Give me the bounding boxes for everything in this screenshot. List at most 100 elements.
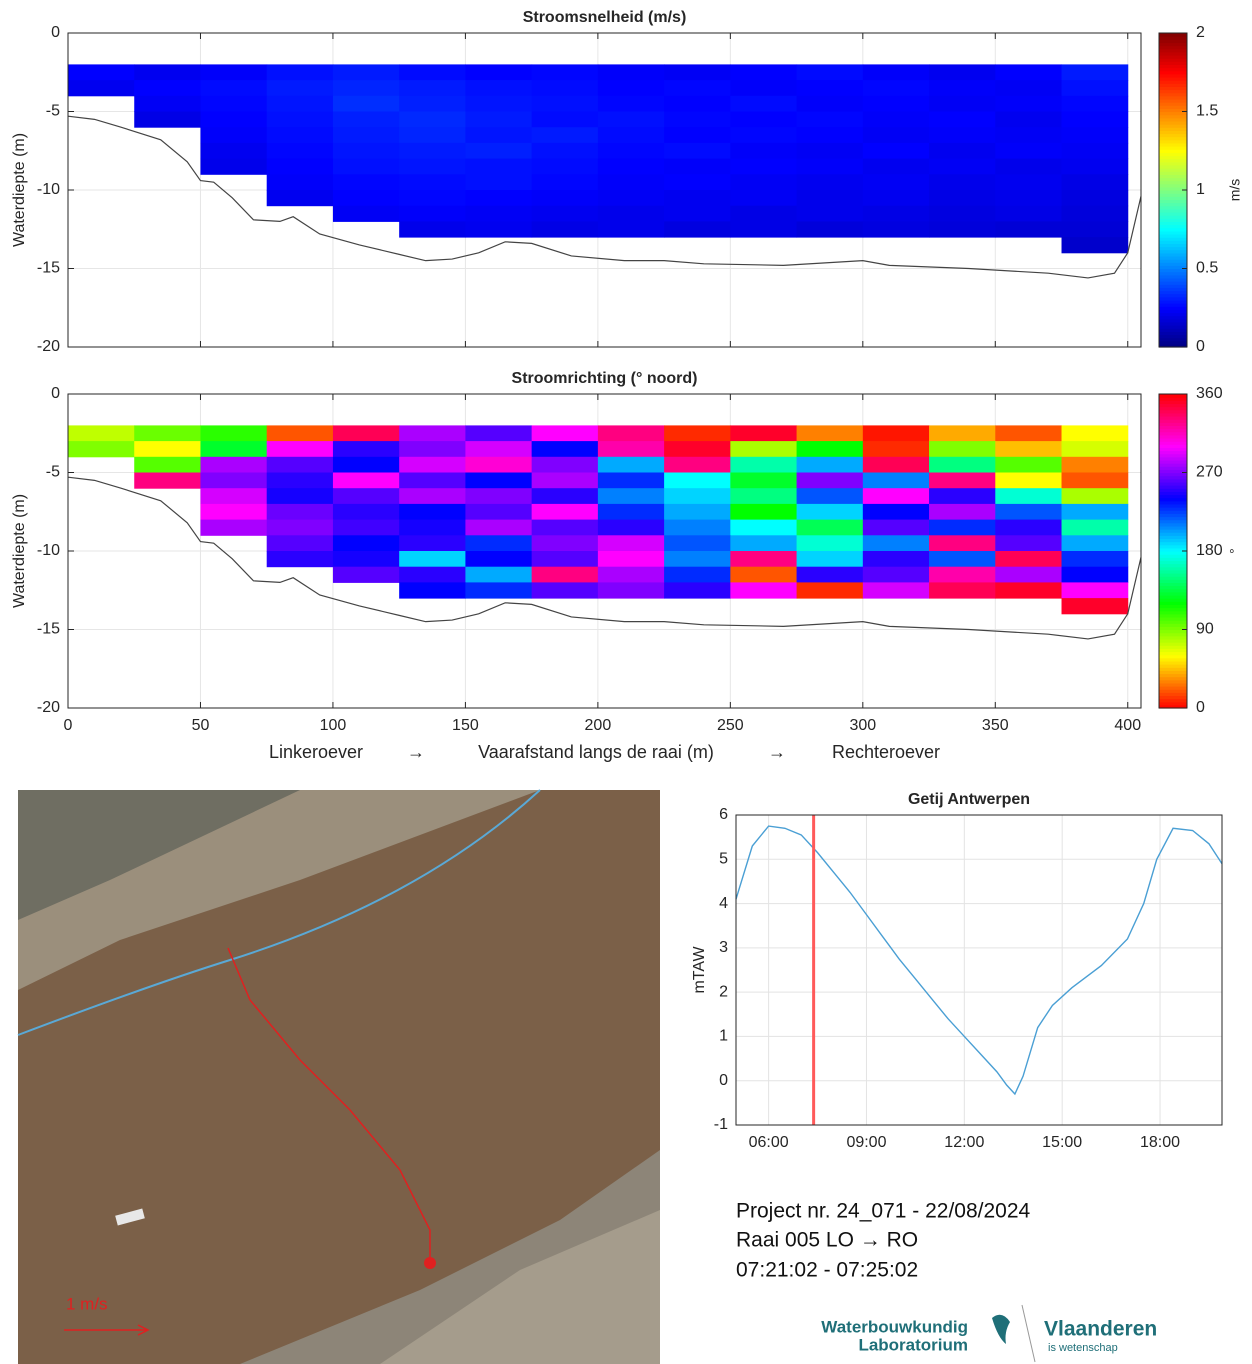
heat-cell <box>796 221 864 238</box>
colorbar-step <box>1159 124 1187 128</box>
colorbar-step <box>1159 409 1187 414</box>
colorbar-step <box>1159 164 1187 169</box>
colorbar-step <box>1159 284 1187 288</box>
heat-cell <box>796 441 864 458</box>
colorbar-step <box>1159 616 1187 621</box>
colorbar-step <box>1159 657 1187 662</box>
heat-cell <box>1061 535 1129 552</box>
heat-cell <box>465 456 533 473</box>
y-tick-label: -5 <box>46 464 60 481</box>
heat-cell <box>796 158 864 175</box>
colorbar-step <box>1159 218 1187 222</box>
colorbar-step <box>1159 607 1187 612</box>
heat-cell <box>796 142 864 160</box>
colorbar-step <box>1159 290 1187 295</box>
colorbar-step <box>1159 262 1187 266</box>
heat-cell <box>929 582 996 599</box>
heat-cell <box>664 190 731 207</box>
colorbar-step <box>1159 146 1187 150</box>
heat-cell <box>862 95 930 112</box>
heat-cell <box>332 174 400 191</box>
heat-cell <box>929 190 996 207</box>
heat-cell <box>399 488 466 505</box>
heat-cell <box>332 425 400 442</box>
heat-cell <box>332 519 400 536</box>
heat-cell <box>664 425 731 442</box>
colorbar-step <box>1159 190 1187 194</box>
heat-cell <box>995 190 1063 207</box>
heat-cell <box>995 425 1063 442</box>
heat-cell <box>929 503 996 521</box>
x-tick-label: 12:00 <box>944 1134 984 1151</box>
colorbar-step <box>1159 202 1187 207</box>
x-axis-label: Linkeroever <box>269 742 363 762</box>
heat-cell <box>597 488 665 505</box>
heat-cell <box>266 535 334 552</box>
heat-cell <box>929 456 996 473</box>
colorbar-step <box>1159 569 1187 574</box>
colorbar-step <box>1159 463 1187 467</box>
colorbar-step <box>1159 233 1187 238</box>
heat-cell <box>399 80 466 97</box>
heat-cell <box>929 205 996 222</box>
heat-cell <box>134 441 201 458</box>
colorbar-step <box>1159 149 1187 153</box>
heat-cell <box>730 441 798 458</box>
colorbar-step <box>1159 491 1187 496</box>
colorbar-step <box>1159 698 1187 703</box>
colorbar-step <box>1159 89 1187 94</box>
heat-cell <box>531 519 599 536</box>
heat-cell <box>730 80 798 97</box>
colorbar-step <box>1159 36 1187 40</box>
colorbar-step <box>1159 117 1187 122</box>
heat-cell <box>597 503 665 521</box>
heat-cell <box>531 582 599 599</box>
colorbar-label: m/s <box>1227 179 1243 202</box>
heat-cell <box>597 127 665 144</box>
y-tick-label: -10 <box>37 181 60 198</box>
heat-cell <box>1061 64 1129 81</box>
heat-cell <box>796 456 864 473</box>
heat-cell <box>929 64 996 81</box>
colorbar-step <box>1159 111 1187 116</box>
colorbar-step <box>1159 541 1187 546</box>
colorbar-tick-label: 2 <box>1196 24 1205 41</box>
colorbar-step <box>1159 585 1187 590</box>
info-line: Project nr. 24_071 - 22/08/2024 <box>736 1200 1031 1223</box>
colorbar-step <box>1159 186 1187 191</box>
heat-cell <box>730 142 798 160</box>
heat-cell <box>266 488 334 505</box>
colorbar-step <box>1159 303 1187 307</box>
heat-cell <box>531 142 599 160</box>
heat-cell <box>531 221 599 238</box>
colorbar-step <box>1159 67 1187 72</box>
heat-cell <box>995 158 1063 175</box>
heat-cell <box>597 472 665 489</box>
heat-cell <box>730 205 798 222</box>
colorbar-step <box>1159 519 1187 524</box>
heat-cell <box>796 127 864 144</box>
y-tick-label: -15 <box>37 260 60 277</box>
heat-cell <box>266 111 334 128</box>
y-tick-label: -1 <box>714 1116 728 1133</box>
heat-cell <box>200 80 268 97</box>
heat-cell <box>862 425 930 442</box>
heat-cell <box>597 190 665 207</box>
heat-cell <box>200 456 268 473</box>
heat-cell <box>929 174 996 191</box>
colorbar-step <box>1159 51 1187 56</box>
heat-cell <box>134 472 201 489</box>
colorbar-step <box>1159 686 1187 690</box>
logo-lion <box>992 1314 1010 1344</box>
heat-cell <box>332 503 400 521</box>
heat-cell <box>597 425 665 442</box>
colorbar-step <box>1159 309 1187 314</box>
heat-cell <box>862 127 930 144</box>
heat-cell <box>862 488 930 505</box>
colorbar-step <box>1159 623 1187 627</box>
heat-cell <box>995 503 1063 521</box>
colorbar-step <box>1159 510 1187 514</box>
heat-cell <box>465 111 533 128</box>
heat-cell <box>399 535 466 552</box>
colorbar-step <box>1159 252 1187 257</box>
